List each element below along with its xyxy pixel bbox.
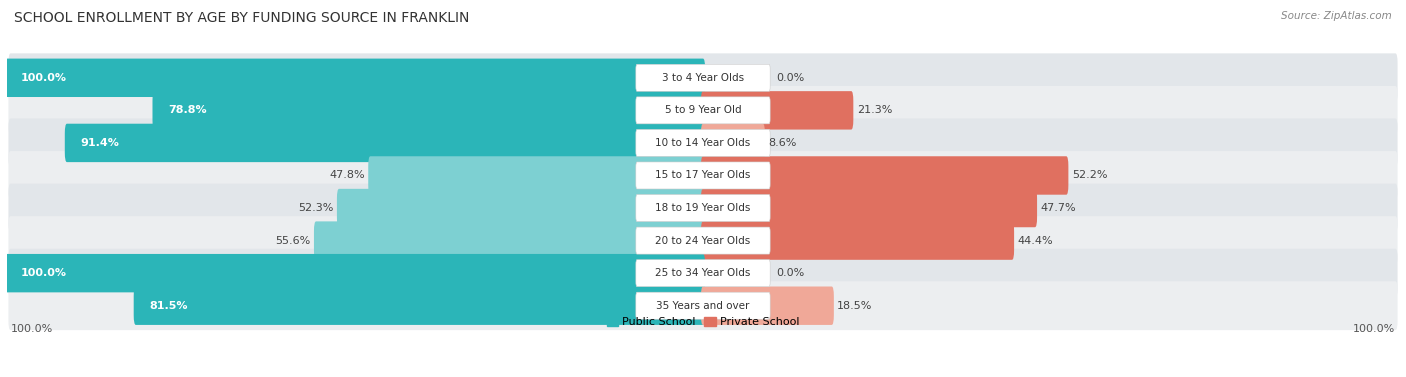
Text: 52.3%: 52.3% <box>298 203 333 213</box>
Text: 0.0%: 0.0% <box>776 73 804 83</box>
FancyBboxPatch shape <box>702 156 1069 195</box>
FancyBboxPatch shape <box>636 195 770 222</box>
Text: SCHOOL ENROLLMENT BY AGE BY FUNDING SOURCE IN FRANKLIN: SCHOOL ENROLLMENT BY AGE BY FUNDING SOUR… <box>14 11 470 25</box>
FancyBboxPatch shape <box>636 97 770 124</box>
FancyBboxPatch shape <box>8 281 1398 330</box>
FancyBboxPatch shape <box>8 216 1398 265</box>
FancyBboxPatch shape <box>8 249 1398 297</box>
Text: 18 to 19 Year Olds: 18 to 19 Year Olds <box>655 203 751 213</box>
FancyBboxPatch shape <box>636 260 770 287</box>
Text: 47.7%: 47.7% <box>1040 203 1076 213</box>
Text: 44.4%: 44.4% <box>1018 236 1053 245</box>
FancyBboxPatch shape <box>337 189 704 227</box>
FancyBboxPatch shape <box>636 162 770 189</box>
Text: 0.0%: 0.0% <box>776 268 804 278</box>
Text: 55.6%: 55.6% <box>276 236 311 245</box>
Text: 5 to 9 Year Old: 5 to 9 Year Old <box>665 105 741 115</box>
Text: 52.2%: 52.2% <box>1071 170 1108 181</box>
Text: 25 to 34 Year Olds: 25 to 34 Year Olds <box>655 268 751 278</box>
Text: 100.0%: 100.0% <box>21 268 67 278</box>
FancyBboxPatch shape <box>636 129 770 156</box>
Text: 21.3%: 21.3% <box>856 105 893 115</box>
FancyBboxPatch shape <box>636 292 770 319</box>
FancyBboxPatch shape <box>636 64 770 91</box>
Text: 15 to 17 Year Olds: 15 to 17 Year Olds <box>655 170 751 181</box>
FancyBboxPatch shape <box>65 124 704 162</box>
Text: Source: ZipAtlas.com: Source: ZipAtlas.com <box>1281 11 1392 21</box>
FancyBboxPatch shape <box>6 58 704 97</box>
Text: 20 to 24 Year Olds: 20 to 24 Year Olds <box>655 236 751 245</box>
FancyBboxPatch shape <box>8 151 1398 200</box>
FancyBboxPatch shape <box>6 254 704 293</box>
Text: 100.0%: 100.0% <box>10 324 53 334</box>
FancyBboxPatch shape <box>702 91 853 130</box>
Text: 8.6%: 8.6% <box>769 138 797 148</box>
FancyBboxPatch shape <box>152 91 704 130</box>
FancyBboxPatch shape <box>636 227 770 254</box>
Text: 100.0%: 100.0% <box>21 73 67 83</box>
Text: 3 to 4 Year Olds: 3 to 4 Year Olds <box>662 73 744 83</box>
Text: 91.4%: 91.4% <box>80 138 120 148</box>
FancyBboxPatch shape <box>8 118 1398 167</box>
FancyBboxPatch shape <box>702 287 834 325</box>
FancyBboxPatch shape <box>8 54 1398 102</box>
Legend: Public School, Private School: Public School, Private School <box>602 313 804 332</box>
FancyBboxPatch shape <box>702 189 1038 227</box>
Text: 47.8%: 47.8% <box>329 170 364 181</box>
Text: 78.8%: 78.8% <box>169 105 207 115</box>
FancyBboxPatch shape <box>8 184 1398 233</box>
Text: 35 Years and over: 35 Years and over <box>657 301 749 311</box>
FancyBboxPatch shape <box>368 156 704 195</box>
Text: 10 to 14 Year Olds: 10 to 14 Year Olds <box>655 138 751 148</box>
FancyBboxPatch shape <box>702 124 765 162</box>
FancyBboxPatch shape <box>702 221 1014 260</box>
Text: 81.5%: 81.5% <box>149 301 188 311</box>
Text: 18.5%: 18.5% <box>838 301 873 311</box>
FancyBboxPatch shape <box>8 86 1398 135</box>
Text: 100.0%: 100.0% <box>1353 324 1396 334</box>
FancyBboxPatch shape <box>314 221 704 260</box>
FancyBboxPatch shape <box>134 287 704 325</box>
